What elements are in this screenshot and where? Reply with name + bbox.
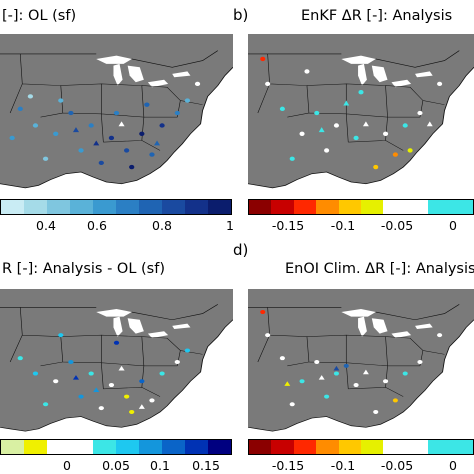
colorbar-segment <box>450 440 474 454</box>
colorbar-segment <box>383 200 406 214</box>
colorbar-segment <box>70 440 93 454</box>
colorbar-segment <box>271 200 294 214</box>
panel-a-tick: 1 <box>226 218 234 233</box>
panel-b-tick: -0.05 <box>380 218 414 233</box>
panel-d-tick: 0 <box>449 458 457 473</box>
colorbar-segment <box>24 200 47 214</box>
panel-b: b) EnKF ΔR [-]: Analysis -0.15 -0.1 -0.0… <box>233 0 474 237</box>
panel-b-map <box>248 34 474 189</box>
colorbar-segment <box>249 200 272 214</box>
colorbar-segment <box>139 200 162 214</box>
panel-a-colorbar <box>0 199 232 215</box>
colorbar-segment <box>24 440 47 454</box>
colorbar-segment <box>116 440 139 454</box>
panel-c-colorbar <box>0 439 232 455</box>
panel-b-colorbar <box>248 199 474 215</box>
panel-c-tick: 0.15 <box>192 458 220 473</box>
colorbar-segment <box>1 200 24 214</box>
colorbar-segment <box>162 200 185 214</box>
colorbar-segment <box>70 200 93 214</box>
panel-d: d) EnOI Clim. ΔR [-]: Analysis -0.15 -0.… <box>233 237 474 474</box>
colorbar-segment <box>428 440 451 454</box>
panel-d-title: EnOI Clim. ΔR [-]: Analysis <box>285 261 474 277</box>
colorbar-segment <box>249 440 272 454</box>
panel-c-tick: 0.05 <box>102 458 130 473</box>
colorbar-segment <box>293 200 317 214</box>
panel-d-map <box>248 289 474 432</box>
colorbar-segment <box>185 440 208 454</box>
colorbar-segment <box>338 200 362 214</box>
panel-d-colorbar <box>248 439 474 455</box>
panel-a-tick: 0.4 <box>36 218 56 233</box>
panel-b-letter: b) <box>233 6 249 24</box>
panel-c-tick: 0 <box>63 458 71 473</box>
station-markers <box>260 56 443 170</box>
colorbar-segment <box>93 440 116 454</box>
panel-b-title: EnKF ΔR [-]: Analysis <box>301 8 453 24</box>
station-markers <box>260 310 443 414</box>
panel-b-tick: -0.1 <box>330 218 356 233</box>
station-markers <box>17 333 191 414</box>
colorbar-segment <box>383 440 406 454</box>
colorbar-segment <box>47 440 70 454</box>
panel-d-letter: d) <box>233 241 249 259</box>
panel-b-tick: 0 <box>449 218 457 233</box>
panel-c: R [-]: Analysis - OL (sf) 0 0.05 0.1 0.1… <box>0 237 237 474</box>
panel-a-tick: 0.6 <box>87 218 107 233</box>
station-markers <box>9 81 201 170</box>
panel-c-title: R [-]: Analysis - OL (sf) <box>2 261 165 277</box>
panel-a-map <box>0 34 233 189</box>
colorbar-segment <box>185 200 208 214</box>
colorbar-segment <box>47 200 70 214</box>
colorbar-segment <box>405 440 429 454</box>
colorbar-segment <box>428 200 451 214</box>
panel-c-tick: 0.1 <box>150 458 170 473</box>
colorbar-segment <box>116 200 139 214</box>
colorbar-segment <box>316 200 339 214</box>
panel-a-title: [-]: OL (sf) <box>2 8 77 24</box>
panel-b-tick: -0.15 <box>271 218 305 233</box>
colorbar-segment <box>361 200 384 214</box>
panel-d-tick: -0.05 <box>380 458 414 473</box>
panel-c-map <box>0 289 233 432</box>
colorbar-segment <box>271 440 294 454</box>
colorbar-segment <box>1 440 24 454</box>
colorbar-segment <box>93 200 116 214</box>
panel-a-tick: 0.8 <box>152 218 172 233</box>
panel-d-tick: -0.15 <box>271 458 305 473</box>
panel-a: [-]: OL (sf) 0.4 0.6 0.8 1 <box>0 0 237 237</box>
colorbar-segment <box>293 440 317 454</box>
panel-d-tick: -0.1 <box>330 458 356 473</box>
colorbar-segment <box>405 200 429 214</box>
colorbar-segment <box>208 200 231 214</box>
colorbar-segment <box>139 440 162 454</box>
colorbar-segment <box>338 440 362 454</box>
colorbar-segment <box>316 440 339 454</box>
colorbar-segment <box>162 440 185 454</box>
colorbar-segment <box>361 440 384 454</box>
colorbar-segment <box>450 200 474 214</box>
colorbar-segment <box>208 440 231 454</box>
